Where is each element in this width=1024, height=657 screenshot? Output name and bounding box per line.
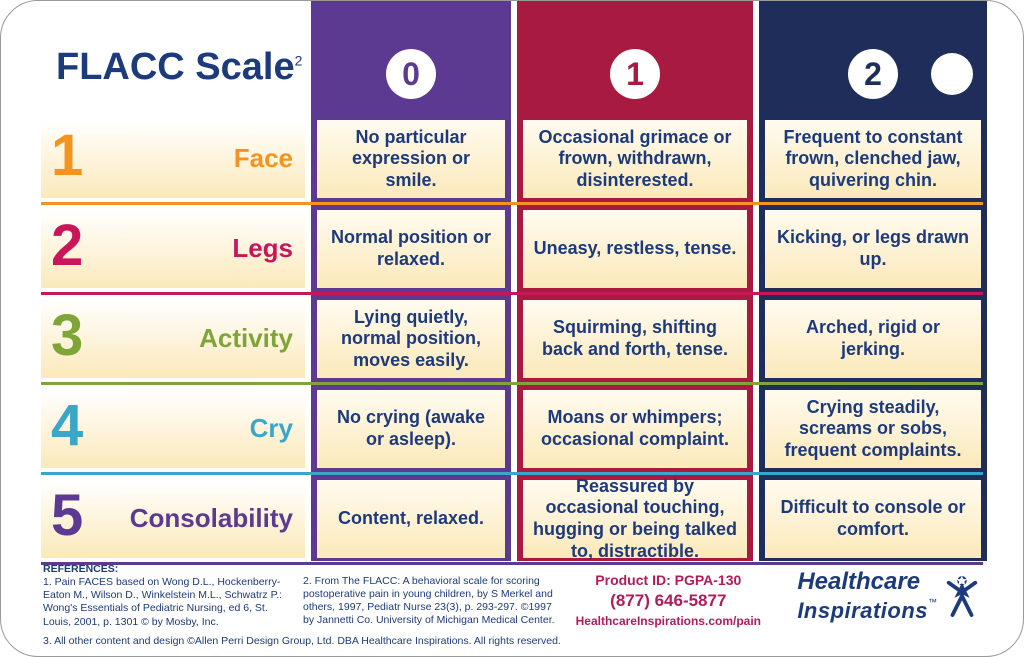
product-url: HealthcareInspirations.com/pain: [576, 613, 761, 629]
punch-hole: [931, 53, 973, 95]
title-sup: 2: [295, 52, 303, 68]
row-label: Consolability: [130, 503, 293, 534]
header-1-label: 1: [626, 56, 644, 92]
flacc-scale-card: FLACC Scale2 0 1 2 1FaceNo particular ex…: [0, 0, 1024, 657]
references-col-1: REFERENCES: 1. Pain FACES based on Wong …: [43, 563, 293, 629]
header-2-label: 2: [864, 56, 882, 92]
row-number: 3: [51, 307, 83, 365]
reference-1: 1. Pain FACES based on Wong D.L., Hocken…: [43, 576, 282, 627]
row-separator: [41, 382, 983, 385]
row-label: Legs: [232, 233, 293, 264]
table-cell: Squirming, shifting back and forth, tens…: [523, 300, 747, 378]
brand-text: Healthcare Inspirations™: [797, 567, 937, 625]
brand-block: Healthcare Inspirations™: [797, 567, 981, 625]
table-cell: Moans or whimpers; occasional complaint.: [523, 390, 747, 468]
title-text: FLACC Scale: [56, 46, 295, 88]
table-cell: Uneasy, restless, tense.: [523, 210, 747, 288]
table-cell: No crying (awake or asleep).: [317, 390, 505, 468]
row-number: 1: [51, 127, 83, 185]
reference-2: 2. From The FLACC: A behavioral scale fo…: [303, 575, 555, 626]
table-cell: Kicking, or legs drawn up.: [765, 210, 981, 288]
product-info: Product ID: PGPA-130 (877) 646-5877 Heal…: [576, 571, 761, 629]
row-label: Face: [234, 143, 293, 174]
row-number: 5: [51, 487, 83, 545]
row-number: 4: [51, 397, 83, 455]
brand-line-2: Inspirations: [797, 598, 928, 623]
references-heading: REFERENCES:: [43, 563, 118, 575]
table-cell: Frequent to constant frown, clenched jaw…: [765, 120, 981, 198]
header-0: 0: [386, 49, 436, 99]
table-cell: Content, relaxed.: [317, 480, 505, 558]
table-cell: Occasional grimace or frown, withdrawn, …: [523, 120, 747, 198]
references-col-3: 3. All other content and design ©Allen P…: [43, 635, 563, 648]
header-0-label: 0: [402, 56, 420, 92]
row-number: 2: [51, 217, 83, 275]
header-1: 1: [610, 49, 660, 99]
product-id: Product ID: PGPA-130: [576, 571, 761, 590]
header-2: 2: [848, 49, 898, 99]
row-label: Cry: [250, 413, 293, 444]
row-separator: [41, 472, 983, 475]
table-cell: Normal position or relaxed.: [317, 210, 505, 288]
table-cell: Difficult to console or comfort.: [765, 480, 981, 558]
reference-3: 3. All other content and design ©Allen P…: [43, 635, 561, 647]
table-cell: No particular expression or smile.: [317, 120, 505, 198]
references-col-2: 2. From The FLACC: A behavioral scale fo…: [303, 575, 563, 628]
page-title: FLACC Scale2: [56, 46, 302, 89]
row-label: Activity: [199, 323, 293, 354]
row-separator: [41, 292, 983, 295]
brand-star-icon: [943, 573, 981, 619]
table-cell: Arched, rigid or jerking.: [765, 300, 981, 378]
product-phone: (877) 646-5877: [576, 590, 761, 613]
brand-tm: ™: [928, 597, 937, 607]
table-cell: Lying quietly, normal position, moves ea…: [317, 300, 505, 378]
table-cell: Reassured by occasional touching, huggin…: [523, 480, 747, 558]
row-separator: [41, 202, 983, 205]
brand-line-1: Healthcare: [797, 567, 937, 597]
table-cell: Crying steadily, screams or sobs, freque…: [765, 390, 981, 468]
